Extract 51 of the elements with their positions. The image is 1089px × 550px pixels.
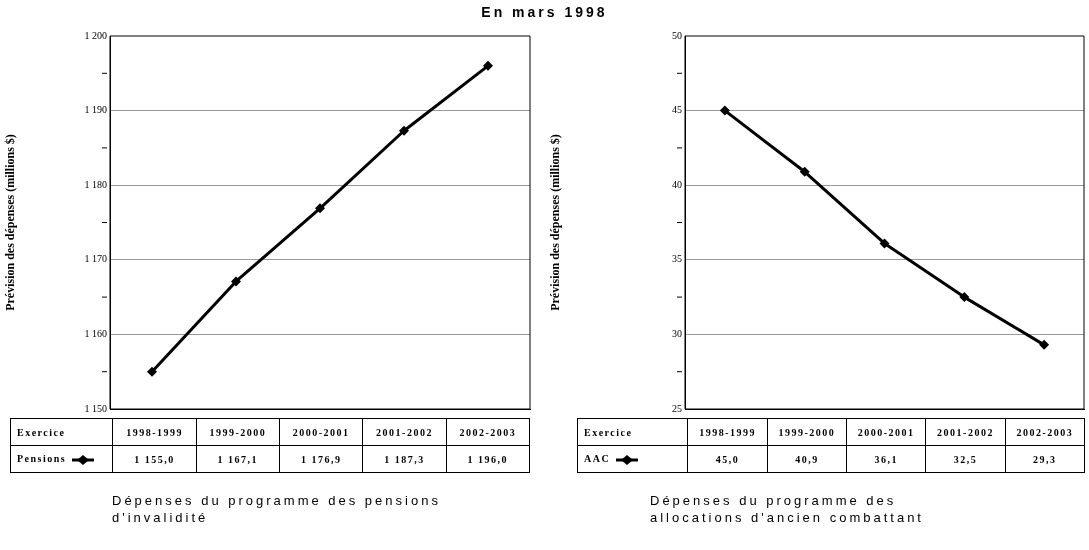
data-label: 45,0 <box>687 445 768 473</box>
point <box>315 203 325 214</box>
y-axis-title: Prévision des dépenses (millions $) <box>548 134 563 311</box>
x-axis-title: Exercice <box>577 418 688 446</box>
y-tick-label: 40 <box>672 178 682 190</box>
data-label: 29,3 <box>1005 445 1085 473</box>
y-tick-label: 45 <box>672 104 682 116</box>
y-tick-label: 1 200 <box>84 29 107 41</box>
x-tick-label: 2000-2001 <box>279 418 363 446</box>
x-tick-label: 2002-2003 <box>1005 418 1085 446</box>
point <box>231 276 241 287</box>
data-label: 1 196,0 <box>446 445 530 473</box>
y-tick-label: 30 <box>672 328 682 340</box>
data-label: 32,5 <box>925 445 1006 473</box>
x-tick-label: 1999-2000 <box>196 418 280 446</box>
x-tick-label: 2001-2002 <box>925 418 1006 446</box>
data-label: 36,1 <box>846 445 926 473</box>
x-axis-title: Exercice <box>10 418 113 446</box>
point <box>1039 339 1050 350</box>
point <box>147 366 157 377</box>
data-label: 1 167,1 <box>196 445 280 473</box>
x-tick-label: 2001-2002 <box>362 418 447 446</box>
x-tick-label: 1998-1999 <box>687 418 768 446</box>
legend-label: Pensions <box>10 445 113 473</box>
point <box>959 292 970 303</box>
point <box>483 60 493 71</box>
y-tick-label: 35 <box>672 253 682 265</box>
y-tick-label: 1 180 <box>84 178 107 190</box>
text: Dépenses du programme des allocations d'ancien combattant <box>650 492 925 526</box>
point <box>399 125 409 136</box>
legend-label: AAC <box>577 445 688 473</box>
y-tick-label: 1 150 <box>84 402 107 414</box>
y-tick-label: 1 190 <box>84 104 107 116</box>
x-tick-label: 1999-2000 <box>767 418 847 446</box>
y-tick-label: 1 170 <box>84 253 107 265</box>
point <box>719 105 730 116</box>
chart-title: En mars 1998 <box>480 4 609 20</box>
x-tick-label: 2000-2001 <box>846 418 926 446</box>
y-tick-label: 1 160 <box>84 328 107 340</box>
data-label: 1 187,3 <box>362 445 447 473</box>
text: Dépenses du programme des pensions d'invalidité <box>112 492 442 526</box>
x-tick-label: 1998-1999 <box>112 418 197 446</box>
y-axis-title: Prévision des dépenses (millions $) <box>3 134 18 311</box>
x-tick-label: 2002-2003 <box>446 418 530 446</box>
data-label: 1 155,0 <box>112 445 197 473</box>
y-tick-label: 25 <box>672 402 682 414</box>
point <box>799 166 810 177</box>
y-tick-label: 50 <box>672 29 682 41</box>
data-label: 40,9 <box>767 445 847 473</box>
point <box>879 238 890 249</box>
data-label: 1 176,9 <box>279 445 363 473</box>
